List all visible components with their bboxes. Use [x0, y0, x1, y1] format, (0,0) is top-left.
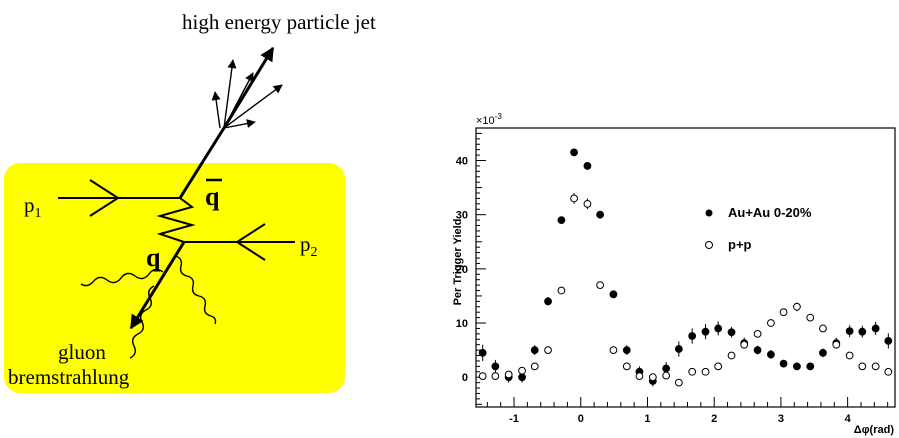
- pp-data-point: [609, 346, 618, 355]
- pp-data-point: [806, 313, 815, 322]
- x-tick-label: 0: [578, 413, 584, 425]
- auau-data-point: [779, 359, 788, 368]
- pp-data-point: [530, 362, 539, 371]
- auau-data-point: [491, 362, 500, 371]
- pp-data-point: [622, 362, 631, 371]
- pp-data-point: [832, 340, 841, 349]
- auau-data-point: [701, 327, 710, 336]
- x-tick-label: 3: [778, 413, 784, 425]
- p2-label: p2: [300, 232, 318, 260]
- pp-data-point: [491, 372, 500, 381]
- legend-marker-pp: [705, 241, 713, 249]
- x-tick-label: 1: [644, 413, 650, 425]
- pp-data-point: [701, 367, 710, 376]
- auau-data-point: [530, 346, 539, 355]
- auau-data-point: [714, 324, 723, 333]
- per-trigger-yield-chart: 0 10 20 30 40 -1 0 1 2 3 4 Per Trigger Yield Δφ(r…: [452, 112, 896, 436]
- p1-line: [58, 179, 180, 217]
- pp-data-point: [688, 367, 697, 376]
- auau-data-point: [570, 148, 578, 157]
- auau-data-point: [478, 348, 487, 357]
- pp-data-point: [648, 373, 657, 382]
- pp-data-point: [819, 324, 827, 333]
- auau-data-point: [557, 216, 566, 224]
- pp-data-point: [727, 351, 736, 360]
- pp-data-point: [518, 366, 526, 375]
- y-tick-label: 0: [462, 372, 468, 384]
- pp-data-point: [714, 362, 723, 371]
- legend-marker-auau: [705, 209, 713, 217]
- auau-data-point: [858, 327, 867, 336]
- x-tick-label: 4: [845, 413, 852, 425]
- plot-frame: [475, 127, 896, 408]
- auau-data-point: [583, 162, 592, 170]
- pp-data-point: [570, 194, 578, 203]
- x-tick-label: 2: [711, 413, 717, 425]
- auau-data-point: [688, 332, 697, 340]
- legend: Au+Au 0-20% p+p: [705, 205, 812, 252]
- pp-data-point: [583, 199, 592, 208]
- pp-data-point: [793, 302, 801, 311]
- auau-data-point: [596, 210, 604, 219]
- x-tick-label: -1: [509, 413, 519, 425]
- y-tick-label: 10: [456, 318, 468, 330]
- auau-data-point: [884, 337, 893, 345]
- pp-data-point: [557, 286, 566, 295]
- antiquark-line: [178, 127, 226, 199]
- pp-data-point: [884, 367, 893, 376]
- gluon-exchange-zigzag: [156, 197, 196, 243]
- auau-data-point: [793, 362, 801, 371]
- auau-data-point: [727, 328, 736, 337]
- p2-line: [184, 223, 295, 261]
- jet-arrows: [211, 46, 283, 129]
- legend-label-pp: p+p: [728, 237, 752, 252]
- y-multiplier: ×10-3: [476, 112, 502, 127]
- pp-data-point: [858, 362, 867, 371]
- gluon-label-line1: gluon: [58, 340, 106, 364]
- pp-data-point: [504, 370, 513, 379]
- x-axis: -1 0 1 2 3 4: [486, 397, 889, 425]
- p1-label: p1: [24, 193, 42, 221]
- auau-data-point: [674, 345, 683, 353]
- gluon-label-line2: bremstrahlung: [8, 365, 130, 389]
- auau-data-point: [609, 290, 618, 299]
- pp-data-point: [845, 351, 854, 360]
- auau-data-point: [753, 346, 762, 355]
- pp-data-point: [544, 346, 552, 355]
- y-tick-label: 20: [456, 264, 468, 276]
- quark-label: q: [146, 243, 161, 272]
- auau-data-point: [767, 350, 775, 359]
- antiquark-label: q: [205, 182, 220, 211]
- auau-data-point: [622, 346, 631, 355]
- pp-data-point: [767, 319, 775, 327]
- auau-data-point: [819, 348, 827, 357]
- y-tick-label: 40: [456, 156, 468, 168]
- gluon-radiation: [80, 255, 217, 359]
- pp-data-point: [478, 372, 487, 381]
- x-axis-label: Δφ(rad): [854, 424, 895, 436]
- data-points: [478, 148, 893, 387]
- auau-data-point: [871, 324, 880, 333]
- auau-data-point: [845, 327, 854, 336]
- pp-data-point: [635, 372, 644, 381]
- auau-data-point: [544, 297, 552, 306]
- pp-data-point: [674, 378, 683, 387]
- medium-box: [4, 163, 345, 393]
- pp-data-point: [779, 308, 788, 317]
- y-axis-label: Per Trigger Yield: [452, 219, 464, 306]
- auau-data-point: [518, 373, 526, 382]
- auau-data-point: [662, 364, 671, 373]
- jet-label: high energy particle jet: [182, 10, 376, 34]
- pp-data-point: [753, 329, 762, 338]
- pp-data-point: [740, 340, 749, 349]
- legend-label-auau: Au+Au 0-20%: [728, 205, 812, 220]
- pp-data-point: [662, 371, 671, 380]
- y-tick-label: 30: [456, 210, 468, 222]
- pp-data-point: [596, 281, 604, 290]
- auau-data-point: [806, 362, 815, 371]
- pp-data-point: [871, 362, 880, 371]
